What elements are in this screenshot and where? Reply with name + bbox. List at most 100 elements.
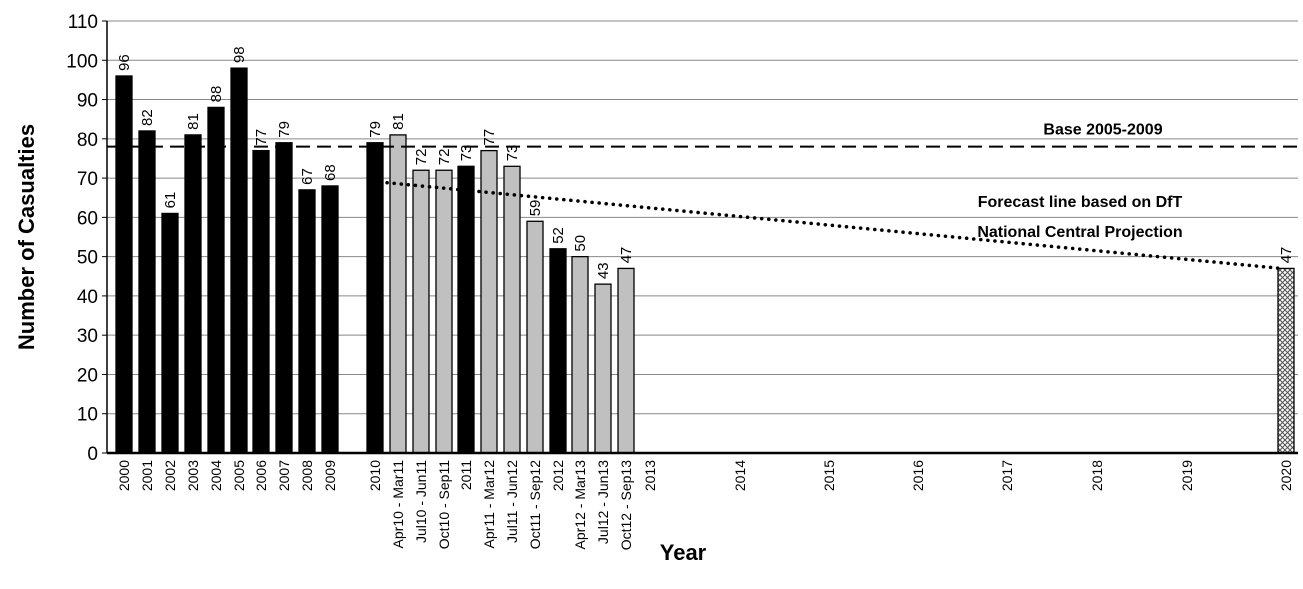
y-tick-label: 60 xyxy=(77,208,98,229)
x-tick-label: Oct10 - Sep11 xyxy=(436,460,452,549)
x-tick-label: Apr12 - Mar13 xyxy=(572,460,588,550)
data-label: 47 xyxy=(1278,247,1295,264)
y-tick-label: 50 xyxy=(77,248,98,269)
bar xyxy=(366,142,384,454)
data-label: 81 xyxy=(390,113,407,130)
data-labels: 96 82 61 81 88 98 77 79 67 68 79 81 72 72 73 77 73 59 52 50… xyxy=(116,46,1295,279)
bar xyxy=(571,255,589,454)
x-tick-label: Jul11 - Jun12 xyxy=(504,460,520,543)
x-tick-label: 2009 xyxy=(322,460,338,491)
forecast-label: National Central Projection xyxy=(977,224,1182,241)
x-tick-label: 2018 xyxy=(1089,460,1105,491)
data-label: 43 xyxy=(595,262,612,279)
bar xyxy=(617,267,635,454)
reference-lines: Base 2005-2009 Forecast line based on DfT… xyxy=(107,122,1298,271)
y-tick-label: 20 xyxy=(77,365,98,386)
data-label: 88 xyxy=(208,86,225,103)
bar xyxy=(207,106,225,454)
bar xyxy=(230,67,248,454)
forecast-line xyxy=(378,180,1283,271)
data-label: 68 xyxy=(322,164,339,181)
data-label: 72 xyxy=(413,149,430,166)
bar xyxy=(594,283,612,454)
bar xyxy=(389,134,407,454)
data-label: 61 xyxy=(162,192,179,209)
x-tick-label: 2002 xyxy=(162,460,178,491)
x-axis-title: Year xyxy=(660,540,707,565)
x-tick-label: 2005 xyxy=(231,460,247,491)
y-tick-label: 110 xyxy=(68,12,98,33)
data-label: 59 xyxy=(527,200,544,217)
x-tick-label: 2000 xyxy=(116,460,132,491)
data-label: 73 xyxy=(458,145,475,162)
bar xyxy=(526,220,544,454)
bar xyxy=(298,189,316,454)
x-tick-label: 2017 xyxy=(999,460,1015,491)
baseline-label: Base 2005-2009 xyxy=(1043,122,1162,139)
x-tick-label: 2019 xyxy=(1179,460,1195,491)
x-tick-label: 2014 xyxy=(732,460,748,491)
data-label: 67 xyxy=(299,168,316,185)
x-tick-label: 2012 xyxy=(550,460,566,491)
x-tick-label: 2003 xyxy=(185,460,201,491)
y-tick-label: 0 xyxy=(87,444,98,465)
y-tick-labels: 0 10 20 30 40 50 60 70 80 90 100 110 xyxy=(66,12,107,465)
bar xyxy=(321,185,339,454)
bar xyxy=(184,134,202,454)
x-tick-label: 2010 xyxy=(367,460,383,491)
x-tick-label: Jul10 - Jun11 xyxy=(413,460,429,543)
y-axis-title: Number of Casualties xyxy=(14,124,39,350)
data-label: 52 xyxy=(550,227,567,244)
y-tick-label: 10 xyxy=(77,405,98,426)
x-tick-label: 2008 xyxy=(299,460,315,491)
x-tick-label: 2004 xyxy=(208,460,224,491)
data-label: 72 xyxy=(436,149,453,166)
y-tick-label: 100 xyxy=(66,51,98,72)
bar xyxy=(138,130,156,454)
x-tick-label: 2020 xyxy=(1278,460,1294,491)
x-tick-label: 2011 xyxy=(458,460,474,490)
x-tick-label: Oct12 - Sep13 xyxy=(618,460,634,550)
data-label: 98 xyxy=(231,46,248,63)
bar xyxy=(457,165,475,454)
bar xyxy=(161,212,179,454)
x-tick-label: Jul12 - Jun13 xyxy=(595,460,611,544)
data-label: 96 xyxy=(116,54,133,71)
axes xyxy=(106,21,1298,455)
bar xyxy=(549,248,567,454)
data-label: 77 xyxy=(253,129,270,146)
x-tick-label: 2015 xyxy=(821,460,837,491)
data-label: 47 xyxy=(618,247,635,264)
x-tick-label: Oct11 - Sep12 xyxy=(527,460,543,549)
data-label: 73 xyxy=(504,145,521,162)
data-label: 82 xyxy=(139,109,156,126)
bar xyxy=(115,75,133,454)
bar xyxy=(480,149,498,454)
y-tick-label: 80 xyxy=(77,130,98,151)
x-tick-label: 2013 xyxy=(642,460,658,491)
data-label: 81 xyxy=(185,113,202,130)
y-tick-label: 90 xyxy=(77,91,98,112)
bar xyxy=(1277,267,1295,454)
data-label: 79 xyxy=(367,121,384,138)
y-tick-label: 70 xyxy=(77,169,98,190)
x-tick-label: 2001 xyxy=(139,460,155,491)
data-label: 50 xyxy=(572,235,589,252)
y-tick-label: 40 xyxy=(77,287,98,308)
forecast-label: Forecast line based on DfT xyxy=(978,194,1183,211)
x-tick-label: Apr11 - Mar12 xyxy=(481,460,497,549)
bar xyxy=(435,169,453,454)
bar xyxy=(503,165,521,454)
x-tick-label: 2016 xyxy=(910,460,926,491)
x-tick-label: Apr10 - Mar11 xyxy=(390,460,406,549)
bar xyxy=(252,149,270,454)
x-tick-labels: 2000 2001 2002 2003 2004 2005 2006 2007 2008 2009… xyxy=(116,460,1294,550)
data-label: 77 xyxy=(481,129,498,146)
x-tick-label: 2006 xyxy=(253,460,269,491)
y-tick-label: 30 xyxy=(77,326,98,347)
data-label: 79 xyxy=(276,121,293,138)
x-tick-label: 2007 xyxy=(276,460,292,491)
bar xyxy=(412,169,430,454)
bar xyxy=(275,142,293,454)
